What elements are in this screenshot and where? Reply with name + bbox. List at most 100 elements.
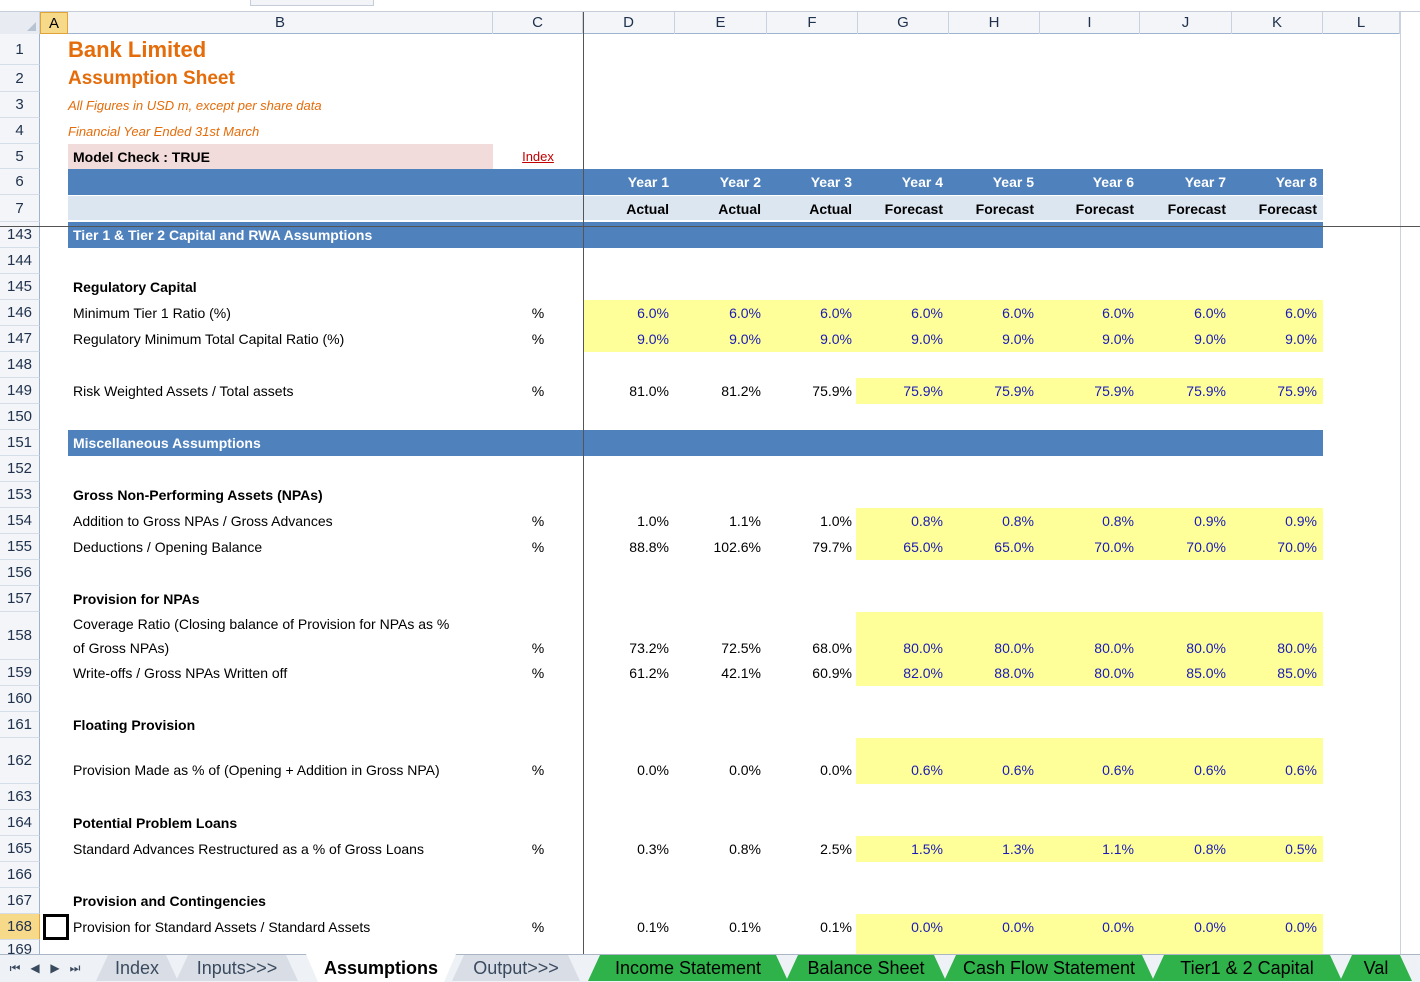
value-cell[interactable]: 70.0% (1277, 539, 1317, 555)
value-cell[interactable]: 75.9% (994, 383, 1034, 399)
row-number[interactable]: 146 (0, 300, 40, 326)
row-number[interactable]: 161 (0, 712, 40, 738)
sheet-tab[interactable]: Assumptions (306, 954, 456, 982)
value-cell[interactable]: 0.8% (911, 513, 943, 529)
value-cell[interactable]: 0.1% (637, 919, 669, 935)
value-cell[interactable]: 81.0% (629, 383, 669, 399)
row-number[interactable]: 4 (0, 118, 40, 144)
sheet-tab[interactable]: Income Statement (588, 955, 788, 981)
value-cell[interactable]: 75.9% (903, 383, 943, 399)
last-sheet-icon[interactable]: ⏭ (69, 960, 81, 975)
sheet-tab[interactable]: Balance Sheet (786, 955, 946, 981)
column-header-g[interactable]: G (858, 12, 949, 34)
sheet-tab[interactable]: Cash Flow Statement (944, 955, 1154, 981)
column-header-a[interactable]: A (40, 12, 68, 34)
row-number[interactable]: 151 (0, 430, 40, 456)
row-number[interactable]: 152 (0, 456, 40, 482)
sheet-tab[interactable]: Tier1 & 2 Capital (1152, 955, 1342, 981)
row-number[interactable]: 153 (0, 482, 40, 508)
value-cell[interactable]: 42.1% (721, 665, 761, 681)
row-number[interactable]: 163 (0, 784, 40, 810)
value-cell[interactable]: 81.2% (721, 383, 761, 399)
value-cell[interactable]: 6.0% (1002, 305, 1034, 321)
row-number[interactable]: 157 (0, 586, 40, 612)
value-cell[interactable]: 1.0% (820, 513, 852, 529)
value-cell[interactable]: 70.0% (1094, 539, 1134, 555)
value-cell[interactable]: 73.2% (629, 640, 669, 656)
value-cell[interactable]: 1.0% (637, 513, 669, 529)
value-cell[interactable]: 79.7% (812, 539, 852, 555)
value-cell[interactable]: 0.9% (1285, 513, 1317, 529)
row-number[interactable]: 1 (0, 34, 40, 65)
sheet-tab[interactable]: Index (96, 955, 178, 981)
column-header-e[interactable]: E (675, 12, 767, 34)
value-cell[interactable]: 9.0% (637, 331, 669, 347)
value-cell[interactable]: 0.3% (637, 841, 669, 857)
index-link[interactable]: Index (522, 149, 554, 164)
value-cell[interactable]: 9.0% (911, 331, 943, 347)
row-number[interactable]: 162 (0, 738, 40, 784)
value-cell[interactable]: 102.6% (713, 539, 761, 555)
value-cell[interactable]: 9.0% (820, 331, 852, 347)
value-cell[interactable]: 0.8% (729, 841, 761, 857)
row-number[interactable]: 160 (0, 686, 40, 712)
row-number[interactable]: 168 (0, 914, 40, 940)
value-cell[interactable]: 0.6% (1102, 762, 1134, 778)
sheet-tab[interactable]: Output>>> (452, 955, 580, 981)
value-cell[interactable]: 1.1% (1102, 841, 1134, 857)
value-cell[interactable]: 61.2% (629, 665, 669, 681)
value-cell[interactable]: 0.8% (1002, 513, 1034, 529)
row-number[interactable]: 147 (0, 326, 40, 352)
value-cell[interactable]: 80.0% (1094, 665, 1134, 681)
value-cell[interactable]: 0.6% (1194, 762, 1226, 778)
value-cell[interactable]: 6.0% (911, 305, 943, 321)
column-header-b[interactable]: B (68, 12, 493, 34)
value-cell[interactable]: 0.0% (729, 762, 761, 778)
column-header-c[interactable]: C (493, 12, 583, 34)
row-number[interactable]: 150 (0, 404, 40, 430)
value-cell[interactable]: 75.9% (1277, 383, 1317, 399)
vertical-scrollbar[interactable] (1400, 12, 1420, 954)
value-cell[interactable]: 6.0% (637, 305, 669, 321)
value-cell[interactable]: 72.5% (721, 640, 761, 656)
value-cell[interactable]: 80.0% (1094, 640, 1134, 656)
value-cell[interactable]: 6.0% (1194, 305, 1226, 321)
value-cell[interactable]: 6.0% (1102, 305, 1134, 321)
column-header-l[interactable]: L (1323, 12, 1400, 34)
value-cell[interactable]: 0.5% (1285, 841, 1317, 857)
value-cell[interactable]: 0.8% (1194, 841, 1226, 857)
row-number[interactable]: 158 (0, 612, 40, 660)
row-number[interactable]: 145 (0, 274, 40, 300)
row-number[interactable]: 154 (0, 508, 40, 534)
column-header-k[interactable]: K (1232, 12, 1323, 34)
value-cell[interactable]: 75.9% (812, 383, 852, 399)
value-cell[interactable]: 0.8% (1102, 513, 1134, 529)
active-cell-cursor[interactable] (43, 914, 69, 940)
value-cell[interactable]: 6.0% (1285, 305, 1317, 321)
prev-sheet-icon[interactable]: ◀ (30, 961, 40, 975)
select-all-corner[interactable] (0, 12, 40, 34)
value-cell[interactable]: 0.9% (1194, 513, 1226, 529)
value-cell[interactable]: 9.0% (1285, 331, 1317, 347)
value-cell[interactable]: 80.0% (903, 640, 943, 656)
value-cell[interactable]: 1.1% (729, 513, 761, 529)
value-cell[interactable]: 1.3% (1002, 841, 1034, 857)
value-cell[interactable]: 9.0% (1194, 331, 1226, 347)
column-header-i[interactable]: I (1040, 12, 1140, 34)
row-number[interactable]: 169 (0, 940, 40, 954)
value-cell[interactable]: 0.0% (637, 762, 669, 778)
value-cell[interactable]: 0.0% (1102, 919, 1134, 935)
value-cell[interactable]: 68.0% (812, 640, 852, 656)
value-cell[interactable]: 0.0% (1002, 919, 1034, 935)
value-cell[interactable]: 70.0% (1186, 539, 1226, 555)
value-cell[interactable]: 6.0% (729, 305, 761, 321)
value-cell[interactable]: 65.0% (903, 539, 943, 555)
row-number[interactable]: 166 (0, 862, 40, 888)
row-number[interactable]: 3 (0, 92, 40, 118)
first-sheet-icon[interactable]: ⏮ (9, 960, 21, 975)
row-number[interactable]: 156 (0, 560, 40, 586)
row-number[interactable]: 148 (0, 352, 40, 378)
value-cell[interactable]: 0.0% (1194, 919, 1226, 935)
value-cell[interactable]: 80.0% (994, 640, 1034, 656)
value-cell[interactable]: 88.8% (629, 539, 669, 555)
